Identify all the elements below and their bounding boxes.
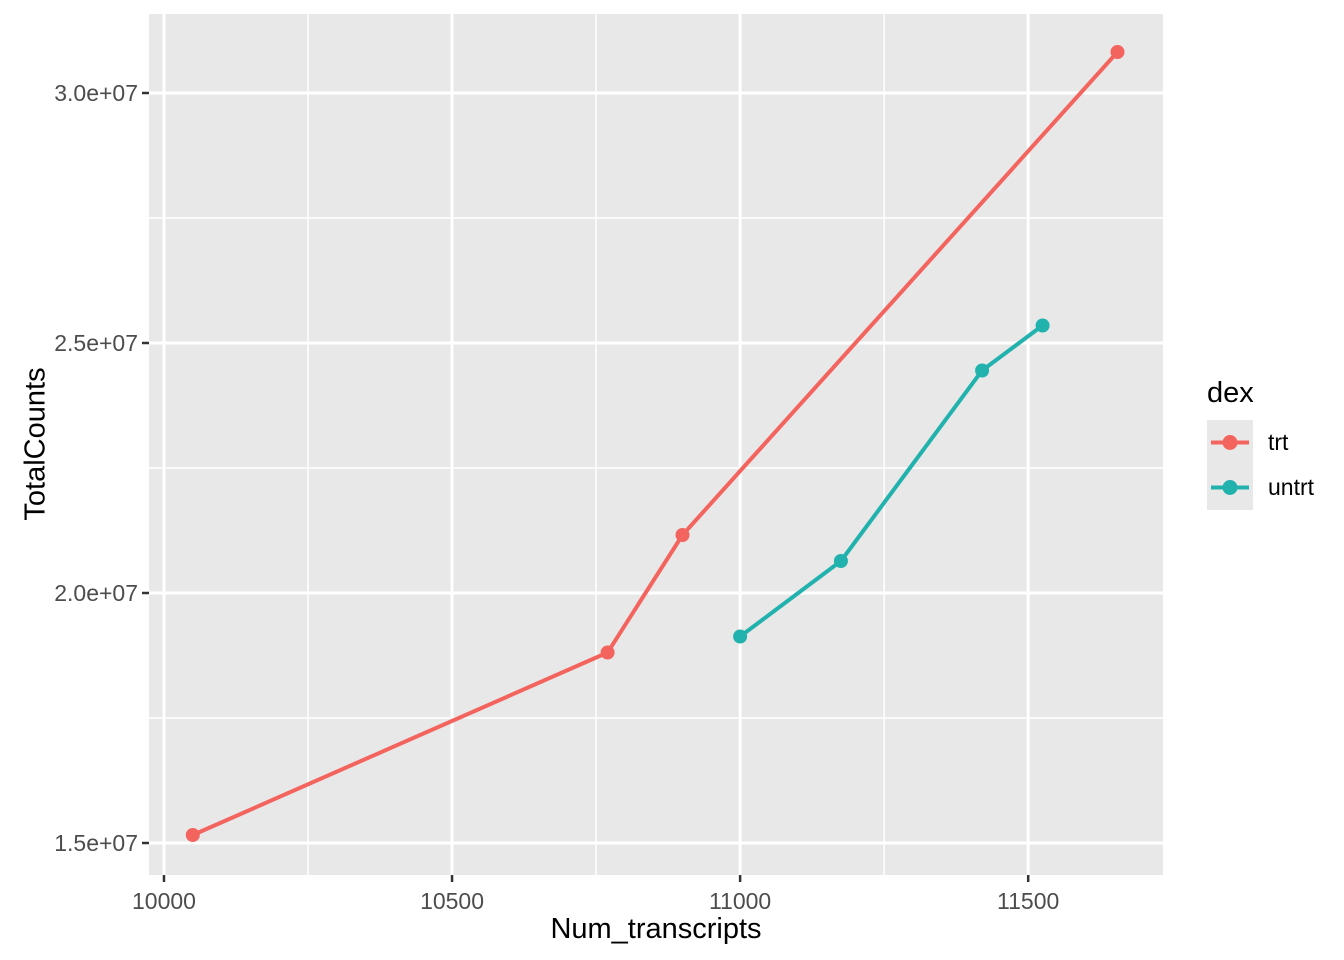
y-tick-label: 1.5e+07 [54,830,138,856]
legend-key-trt [1207,420,1253,465]
legend-label-trt: trt [1268,429,1289,455]
data-point-trt-2 [675,528,690,542]
x-tick-label: 11500 [997,888,1060,914]
x-axis-title: Num_transcripts [550,913,762,945]
legend-item-untrt: untrt [1207,465,1314,510]
legend-glyph-trt-icon [1211,435,1249,450]
legend-key-untrt [1207,465,1253,510]
legend-item-trt: trt [1207,420,1314,465]
data-point-untrt-0 [733,629,748,644]
x-tick-label: 10000 [131,888,196,914]
data-point-untrt-1 [833,554,848,568]
data-point-trt-3 [1110,45,1125,59]
data-point-untrt-2 [975,363,990,378]
y-axis-title: TotalCounts [19,367,52,521]
y-tick-label: 3.0e+07 [54,80,138,106]
y-tick-label: 2.0e+07 [54,580,138,606]
series-line-untrt [738,323,1044,639]
legend-label-untrt: untrt [1268,474,1315,500]
legend-title: dex [1207,377,1254,409]
data-point-untrt-3 [1035,318,1050,333]
x-tick-label: 11000 [708,888,772,914]
data-point-trt-0 [185,828,200,842]
series-line-trt [191,50,1119,837]
legend-glyph-untrt-icon [1211,480,1249,495]
legend: dex trt untrt [1207,376,1314,510]
x-tick-label: 10500 [420,888,485,914]
y-tick-label: 2.5e+07 [54,330,138,356]
plot-panel [149,14,1163,875]
data-point-trt-1 [600,645,615,660]
